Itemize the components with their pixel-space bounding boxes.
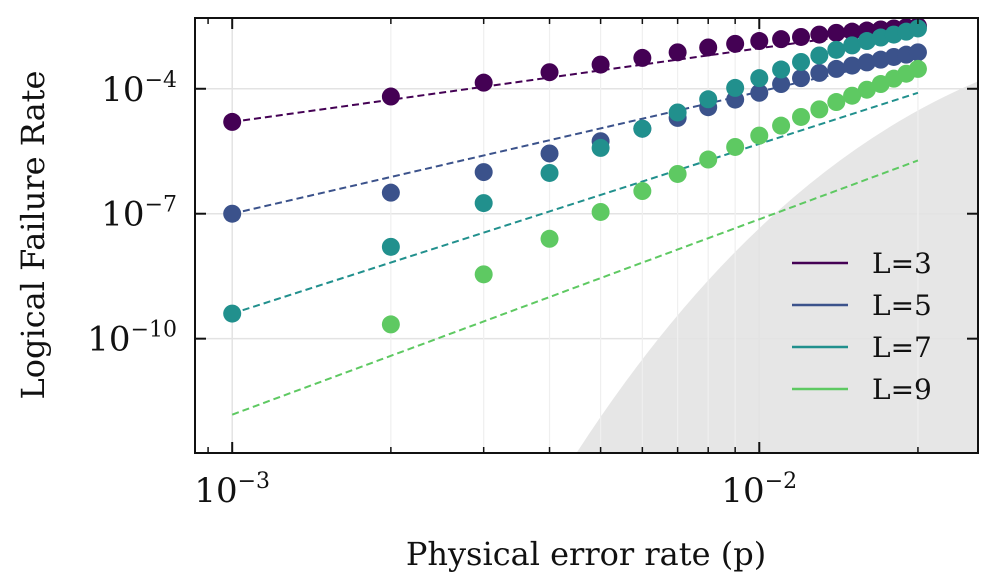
point-l9-11	[792, 107, 811, 126]
point-l9-7	[699, 150, 718, 169]
tick-labels-layer: 10−3 10−2 10−4 10−7 10−10	[87, 68, 797, 511]
point-l7-16	[857, 32, 876, 51]
point-l3-11	[772, 30, 791, 49]
point-l3-9	[726, 34, 745, 53]
point-l7-4	[540, 163, 559, 182]
point-l5-20	[908, 43, 927, 62]
point-l3-1	[223, 112, 242, 131]
plot-frame	[194, 17, 979, 454]
point-l3-2	[381, 87, 400, 106]
fit-line-l9	[231, 159, 919, 416]
point-l5-16	[857, 53, 876, 72]
point-l9-14	[843, 86, 862, 105]
point-l7-1	[223, 304, 242, 323]
point-l9-2	[474, 265, 493, 284]
point-l5-10	[750, 83, 769, 102]
point-l9-6	[668, 164, 687, 183]
y-tick-label-3: 10−10	[87, 318, 177, 360]
point-l7-10	[750, 69, 769, 88]
x-tick-label-1: 10−3	[194, 469, 270, 511]
point-l5-2	[381, 183, 400, 202]
point-l5-1	[223, 204, 242, 223]
point-l9-3	[540, 229, 559, 248]
point-l5-3	[474, 163, 493, 182]
point-l7-20	[908, 19, 927, 38]
point-l3-7	[668, 43, 687, 62]
point-l5-4	[540, 144, 559, 163]
point-l3-13	[810, 25, 829, 44]
x-tick-label-2: 10−2	[721, 469, 797, 511]
point-l7-13	[810, 46, 829, 65]
point-l7-6	[633, 119, 652, 138]
point-l9-5	[633, 182, 652, 201]
point-l9-13	[827, 93, 846, 112]
legend-label-2: L=5	[872, 289, 932, 322]
point-l7-9	[726, 78, 745, 97]
point-l3-6	[633, 48, 652, 67]
point-l9-1	[381, 315, 400, 334]
ticks-layer	[195, 18, 978, 453]
point-l5-12	[792, 69, 811, 88]
point-l9-9	[750, 126, 769, 145]
point-l3-3	[474, 73, 493, 92]
point-l7-7	[668, 103, 687, 122]
point-l3-10	[750, 32, 769, 51]
point-l5-13	[810, 63, 829, 82]
data-points-layer	[223, 17, 927, 334]
point-l7-5	[591, 138, 610, 157]
point-l3-8	[699, 38, 718, 57]
legend-label-1: L=3	[872, 247, 932, 280]
legend-label-3: L=7	[872, 331, 932, 364]
legend: L=3 L=5 L=7 L=9	[792, 247, 932, 406]
y-tick-label-2: 10−7	[101, 193, 177, 235]
shaded-region	[576, 81, 978, 453]
point-l9-12	[810, 100, 829, 119]
point-l9-4	[591, 202, 610, 221]
point-l9-19	[908, 59, 927, 78]
point-l3-5	[591, 55, 610, 74]
point-l7-14	[827, 40, 846, 59]
point-l9-15	[857, 80, 876, 99]
point-l9-10	[772, 116, 791, 135]
point-l7-8	[699, 90, 718, 109]
legend-label-4: L=9	[872, 373, 932, 406]
y-tick-label-1: 10−4	[101, 68, 177, 110]
point-l5-11	[772, 75, 791, 94]
point-l7-11	[772, 60, 791, 79]
point-l3-12	[792, 27, 811, 46]
point-l7-3	[474, 194, 493, 213]
point-l5-15	[843, 56, 862, 75]
point-l7-12	[792, 52, 811, 71]
fit-line-l7	[231, 91, 919, 315]
point-l7-15	[843, 36, 862, 55]
y-axis-title: Logical Failure Rate	[14, 71, 52, 400]
shaded-region-layer	[576, 81, 978, 453]
point-l7-2	[381, 237, 400, 256]
point-l9-8	[726, 137, 745, 156]
point-l3-15	[843, 22, 862, 41]
point-l5-14	[827, 59, 846, 78]
point-l3-14	[827, 23, 846, 42]
point-l3-4	[540, 63, 559, 82]
x-axis-title: Physical error rate (p)	[406, 535, 766, 573]
